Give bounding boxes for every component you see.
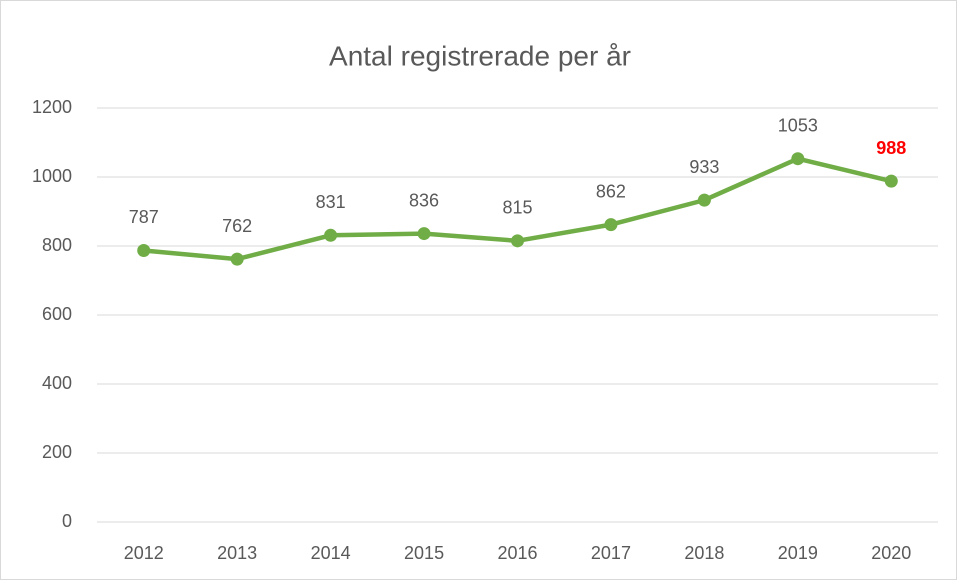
marker — [417, 227, 431, 241]
data-label: 988 — [876, 138, 906, 158]
y-tick-label: 1200 — [32, 97, 72, 117]
marker — [511, 234, 524, 248]
y-tick-label: 800 — [42, 235, 72, 255]
marker — [324, 228, 338, 242]
data-label: 787 — [129, 207, 159, 227]
y-tick-label: 0 — [62, 511, 72, 531]
data-label: 815 — [502, 198, 532, 218]
data-label: 1053 — [778, 115, 818, 135]
y-tick-label: 200 — [42, 442, 72, 462]
x-tick-label: 2014 — [311, 543, 351, 563]
y-tick-label: 400 — [42, 373, 72, 393]
x-tick-label: 2019 — [778, 543, 818, 563]
x-tick-label: 2015 — [404, 543, 444, 563]
marker — [884, 174, 898, 188]
marker — [604, 218, 618, 232]
data-label: 862 — [596, 181, 626, 201]
x-tick-label: 2020 — [871, 543, 911, 563]
data-label: 762 — [222, 216, 252, 236]
data-label: 836 — [409, 190, 439, 210]
x-tick-label: 2012 — [124, 543, 164, 563]
y-tick-label: 1000 — [32, 166, 72, 186]
x-tick-label: 2018 — [684, 543, 724, 563]
marker — [791, 152, 805, 166]
marker — [230, 252, 244, 266]
marker — [137, 243, 151, 257]
x-tick-label: 2013 — [217, 543, 257, 563]
data-label: 831 — [316, 192, 346, 212]
data-label: 933 — [689, 157, 719, 177]
x-tick-label: 2016 — [497, 543, 537, 563]
chart-title: Antal registrerade per år — [329, 40, 631, 71]
x-tick-label: 2017 — [591, 543, 631, 563]
y-tick-label: 600 — [42, 304, 72, 324]
marker — [697, 193, 711, 207]
